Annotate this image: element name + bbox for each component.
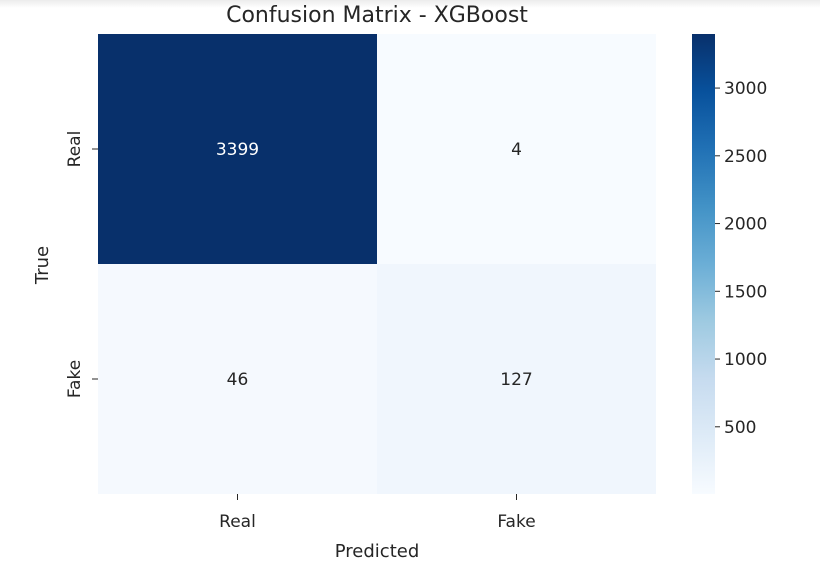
colorbar-tick-label: 1000 (724, 350, 767, 370)
window-top-edge (0, 0, 820, 8)
x-axis-label: Predicted (335, 541, 420, 562)
y-axis-label: True (32, 246, 53, 285)
cell-value-label: 127 (500, 370, 532, 390)
colorbar-tick-label: 3000 (724, 79, 767, 99)
heatmap-cell (377, 264, 656, 494)
y-tick-label: Real (65, 131, 85, 168)
colorbar-tick-label: 2500 (724, 147, 767, 167)
colorbar (692, 34, 715, 494)
colorbar-ticks: 500 1000 1500 2000 2500 3000 (715, 79, 767, 438)
x-axis-ticks: Real Fake (219, 494, 536, 532)
cell-value-label: 46 (227, 370, 249, 390)
colorbar-tick-label: 2000 (724, 215, 767, 235)
heatmap-cells (98, 34, 656, 494)
x-tick-label: Real (219, 512, 256, 532)
colorbar-tick-label: 500 (724, 418, 756, 438)
y-tick-label: Fake (65, 360, 85, 398)
y-axis-ticks: Real Fake (65, 131, 98, 398)
chart-title: Confusion Matrix - XGBoost (226, 3, 528, 28)
cell-value-label: 4 (511, 140, 522, 160)
x-tick-label: Fake (497, 512, 535, 532)
heatmap-cell (98, 34, 377, 264)
heatmap-cell (98, 264, 377, 494)
heatmap-cell (377, 34, 656, 264)
cell-value-label: 3399 (216, 140, 259, 160)
heatmap-cell-labels: 3399 4 46 127 (216, 140, 533, 390)
colorbar-tick-label: 1500 (724, 282, 767, 302)
